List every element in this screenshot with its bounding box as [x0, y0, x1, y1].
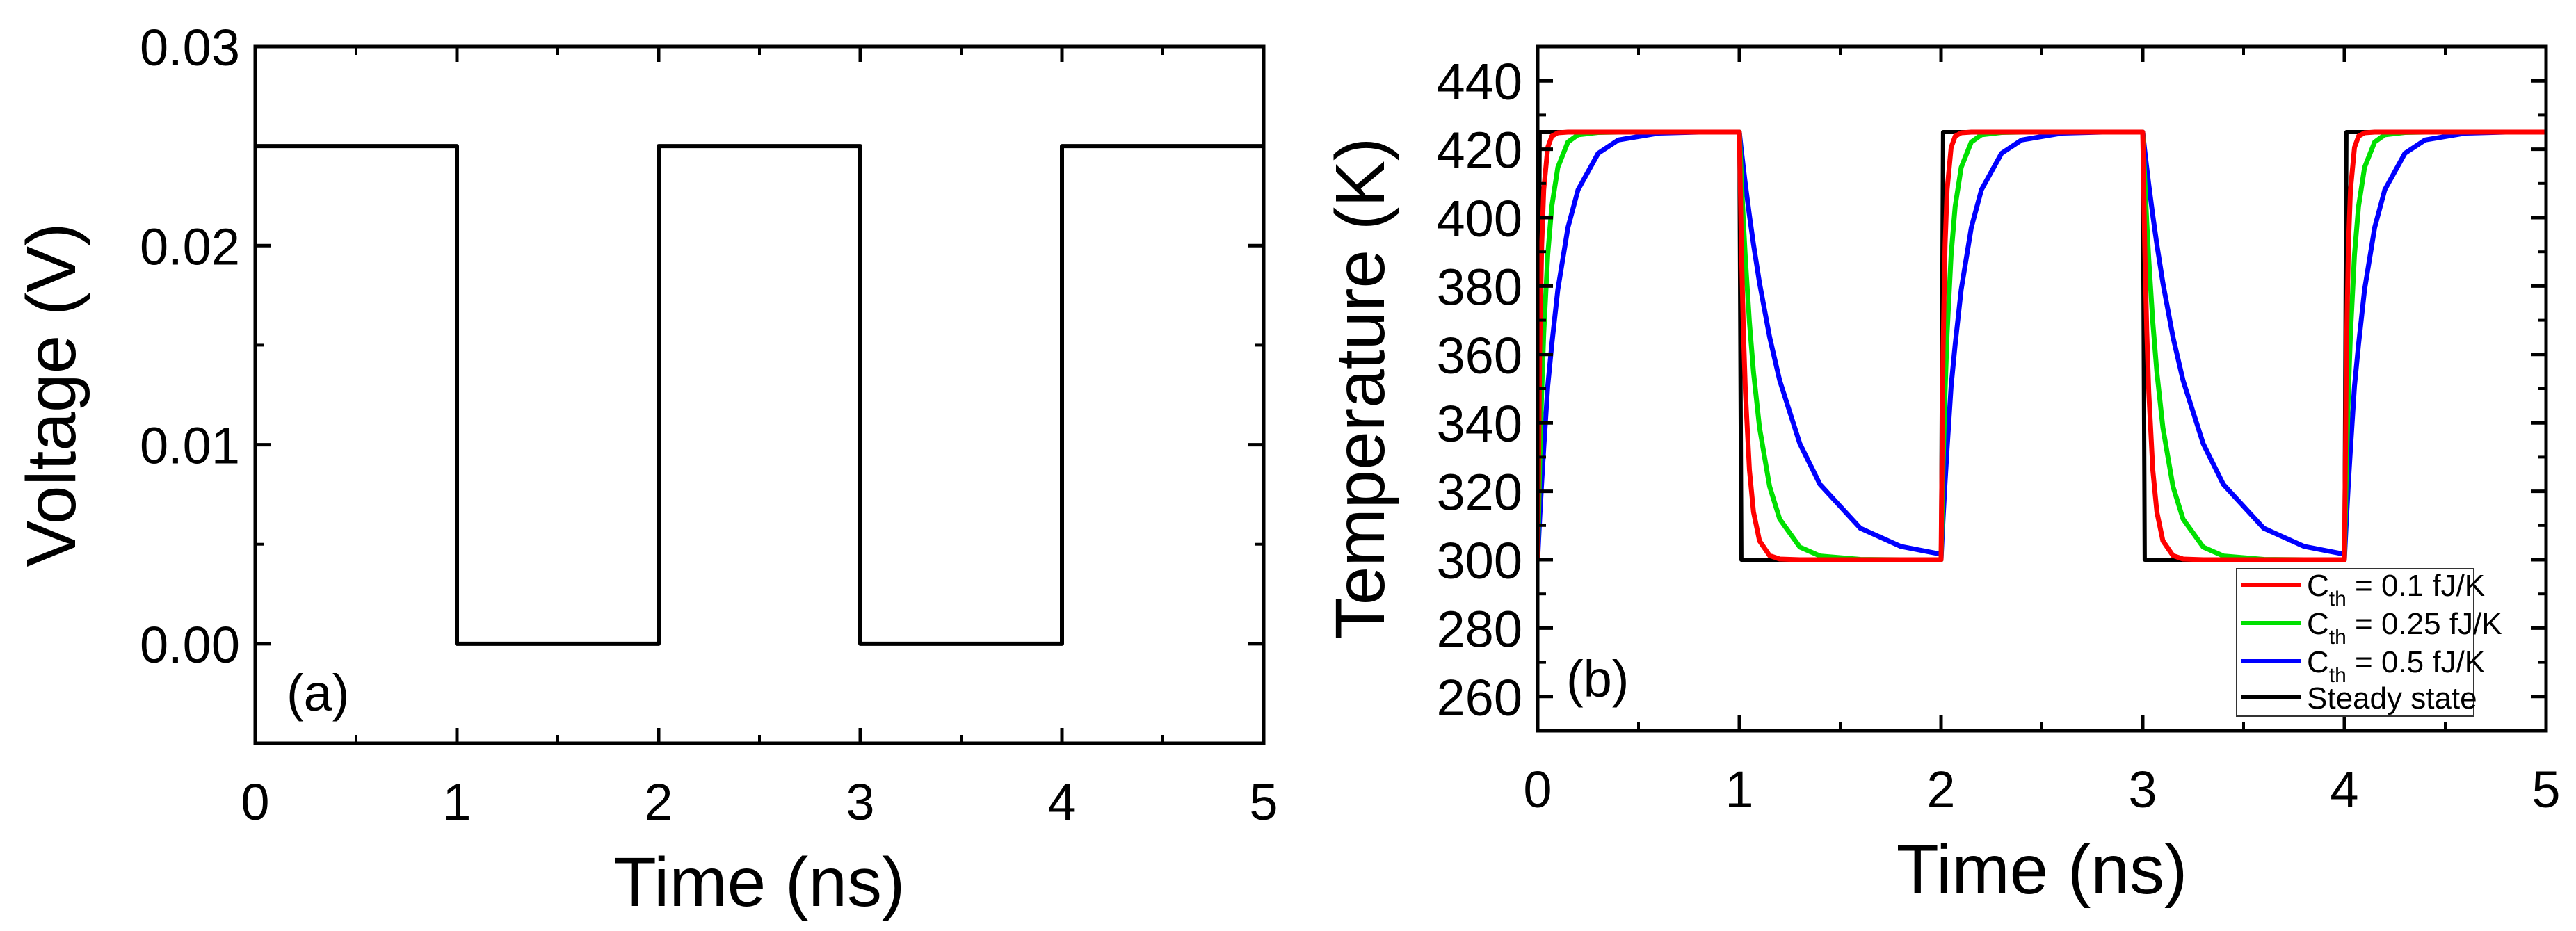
y-tick-labels-a: 0.00 0.01 0.02 0.03: [140, 19, 240, 674]
x-tick-label: 3: [2128, 761, 2157, 818]
y-tick-label: 320: [1437, 464, 1522, 521]
y-tick-label: 260: [1437, 669, 1522, 727]
x-tick-label: 4: [2330, 761, 2358, 818]
panel-b-temperature-chart: 0 1 2 3 4 5 260 280 300 320 340 360 380 400 420 440 Ti…: [1321, 44, 2561, 909]
y-tick-label: 420: [1437, 122, 1522, 179]
axis-ticks-a: [253, 44, 1266, 745]
legend-label: Cth = 0.25 fJ/K: [2307, 607, 2502, 649]
x-tick-label: 2: [644, 773, 673, 831]
y-tick-label: 0.03: [140, 19, 240, 76]
y-tick-label: 300: [1437, 532, 1522, 590]
panel-a-voltage-chart: 0 1 2 3 4 5 0.00 0.01 0.02 0.03 Time (ns) Voltag…: [13, 19, 1278, 921]
y-axis-title-b: Temperature (K): [1321, 138, 1399, 640]
y-tick-label: 380: [1437, 258, 1522, 316]
y-tick-label: 360: [1437, 327, 1522, 384]
x-tick-label: 4: [1047, 773, 1076, 831]
y-tick-label: 0.02: [140, 218, 240, 275]
x-tick-labels-a: 0 1 2 3 4 5: [241, 773, 1278, 831]
legend-label: Cth = 0.5 fJ/K: [2307, 645, 2485, 687]
x-tick-label: 5: [1249, 773, 1278, 831]
plot-frame-a: [253, 44, 1266, 745]
x-tick-label: 3: [846, 773, 874, 831]
series-line-c-th-0-25-fj-k: [1538, 129, 2546, 562]
x-axis-title-b: Time (ns): [1897, 831, 2188, 909]
panel-label-b: (b): [1566, 650, 1629, 708]
y-tick-label: 0.00: [140, 616, 240, 674]
y-tick-label: 440: [1437, 53, 1522, 111]
y-tick-label: 0.01: [140, 417, 240, 475]
x-tick-label: 1: [442, 773, 471, 831]
x-axis-title-a: Time (ns): [614, 843, 905, 921]
panel-label-a: (a): [287, 664, 349, 722]
x-tick-label: 1: [1725, 761, 1753, 818]
x-tick-label: 2: [1926, 761, 1955, 818]
x-tick-label: 0: [241, 773, 269, 831]
y-tick-label: 280: [1437, 600, 1522, 658]
legend-label: Cth = 0.1 fJ/K: [2307, 569, 2485, 610]
x-tick-label: 5: [2531, 761, 2560, 818]
series-line-voltage-pulse: [255, 144, 1264, 646]
axis-ticks-b: [1536, 45, 2548, 732]
y-axis-title-a: Voltage (V): [13, 223, 90, 567]
legend-box: [2236, 568, 2474, 717]
x-tick-labels-b: 0 1 2 3 4 5: [1523, 761, 2560, 818]
series-line-c-th-0-5-fj-k: [1538, 129, 2546, 562]
y-tick-labels-b: 260 280 300 320 340 360 380 400 420 440: [1437, 53, 1522, 727]
x-tick-label: 0: [1523, 761, 1552, 818]
legend-label: Steady state: [2307, 681, 2477, 715]
temperature-traces: [1538, 129, 2546, 562]
series-line-c-th-0-1-fj-k: [1538, 129, 2546, 562]
y-tick-label: 400: [1437, 190, 1522, 248]
voltage-trace: [255, 144, 1264, 646]
y-tick-label: 340: [1437, 395, 1522, 453]
series-line-steady-state: [1538, 130, 2546, 562]
